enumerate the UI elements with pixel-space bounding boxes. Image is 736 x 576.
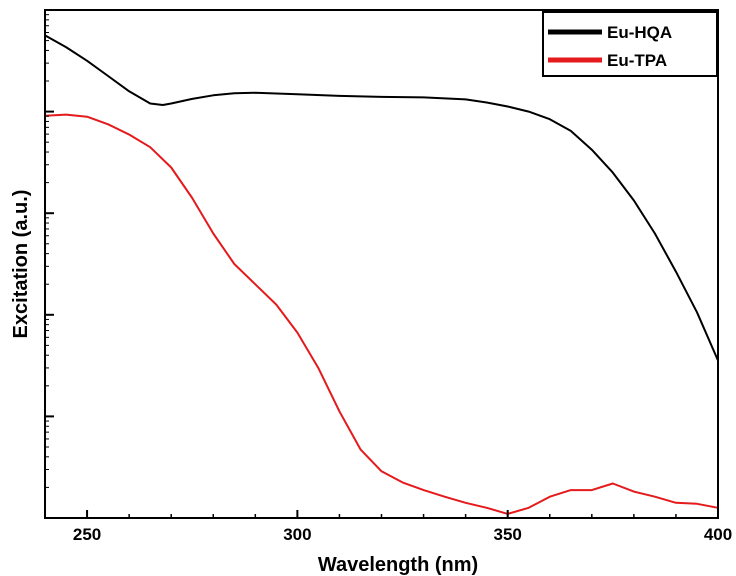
plot-series bbox=[45, 35, 718, 514]
y-axis-ticks bbox=[45, 10, 54, 518]
x-tick-label: 350 bbox=[494, 525, 522, 544]
x-tick-label: 250 bbox=[73, 525, 101, 544]
x-axis-label: Wavelength (nm) bbox=[318, 554, 478, 576]
legend-label-eu-hqa: Eu-HQA bbox=[607, 23, 672, 42]
x-tick-label: 400 bbox=[704, 525, 732, 544]
series-line-eu-hqa bbox=[45, 35, 718, 360]
legend-label-eu-tpa: Eu-TPA bbox=[607, 51, 667, 70]
x-axis-ticks: 250 300 350 400 bbox=[45, 510, 732, 544]
y-axis-label: Excitation (a.u.) bbox=[10, 190, 32, 339]
plot-frame bbox=[45, 10, 718, 518]
x-tick-label: 300 bbox=[283, 525, 311, 544]
legend: Eu-HQA Eu-TPA bbox=[543, 12, 717, 76]
series-line-eu-tpa bbox=[45, 115, 718, 514]
